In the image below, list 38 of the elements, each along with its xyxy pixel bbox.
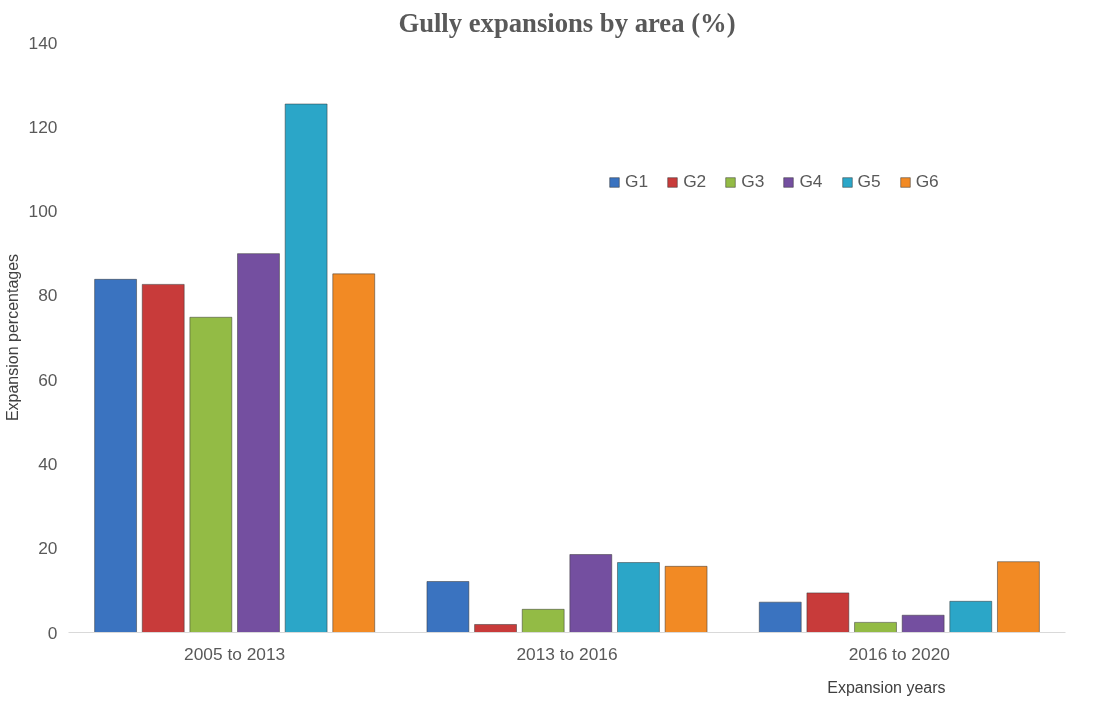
bar bbox=[189, 316, 233, 633]
bar bbox=[996, 561, 1040, 633]
bar bbox=[94, 278, 138, 633]
y-tick-label: 120 bbox=[28, 116, 58, 137]
bar bbox=[854, 621, 897, 633]
legend-label: G2 bbox=[683, 171, 707, 192]
y-tick-label: 140 bbox=[28, 32, 58, 53]
x-tick-label: 2016 to 2020 bbox=[848, 643, 950, 664]
x-tick-label: 2005 to 2013 bbox=[184, 643, 286, 664]
chart-title: Gully expansions by area (%) bbox=[398, 7, 736, 38]
bar bbox=[521, 608, 565, 633]
y-tick-label: 80 bbox=[38, 285, 58, 306]
y-tick-label: 100 bbox=[28, 201, 58, 222]
y-tick-label: 20 bbox=[38, 538, 58, 559]
bar bbox=[569, 554, 613, 633]
bar bbox=[664, 565, 708, 633]
bar bbox=[474, 623, 518, 633]
bar bbox=[949, 600, 993, 633]
legend-label: G5 bbox=[857, 171, 881, 192]
bar bbox=[141, 283, 185, 633]
bar bbox=[284, 103, 328, 633]
legend-label: G1 bbox=[625, 171, 649, 192]
bar bbox=[237, 253, 280, 633]
bar bbox=[616, 562, 660, 633]
bar bbox=[332, 273, 376, 633]
legend-label: G3 bbox=[741, 171, 765, 192]
x-tick-label: 2013 to 2016 bbox=[516, 643, 618, 664]
y-tick-label: 0 bbox=[47, 622, 58, 643]
y-tick-label: 40 bbox=[38, 453, 58, 474]
y-axis-title: Expansion percentages bbox=[3, 253, 21, 422]
legend-label: G4 bbox=[799, 171, 823, 192]
bar bbox=[901, 614, 945, 633]
bar bbox=[426, 581, 470, 633]
bar bbox=[758, 601, 802, 633]
bar bbox=[806, 592, 850, 633]
y-tick-label: 60 bbox=[38, 369, 58, 390]
legend-label: G6 bbox=[915, 171, 939, 192]
x-axis-title: Expansion years bbox=[827, 678, 946, 696]
